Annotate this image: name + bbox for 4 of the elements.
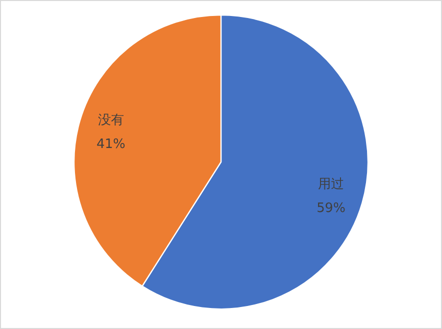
- slice-label: 用过: [318, 176, 344, 192]
- slice-label: 没有: [98, 113, 124, 128]
- data-label: 59%: [316, 200, 346, 216]
- data-label: 41%: [96, 137, 126, 152]
